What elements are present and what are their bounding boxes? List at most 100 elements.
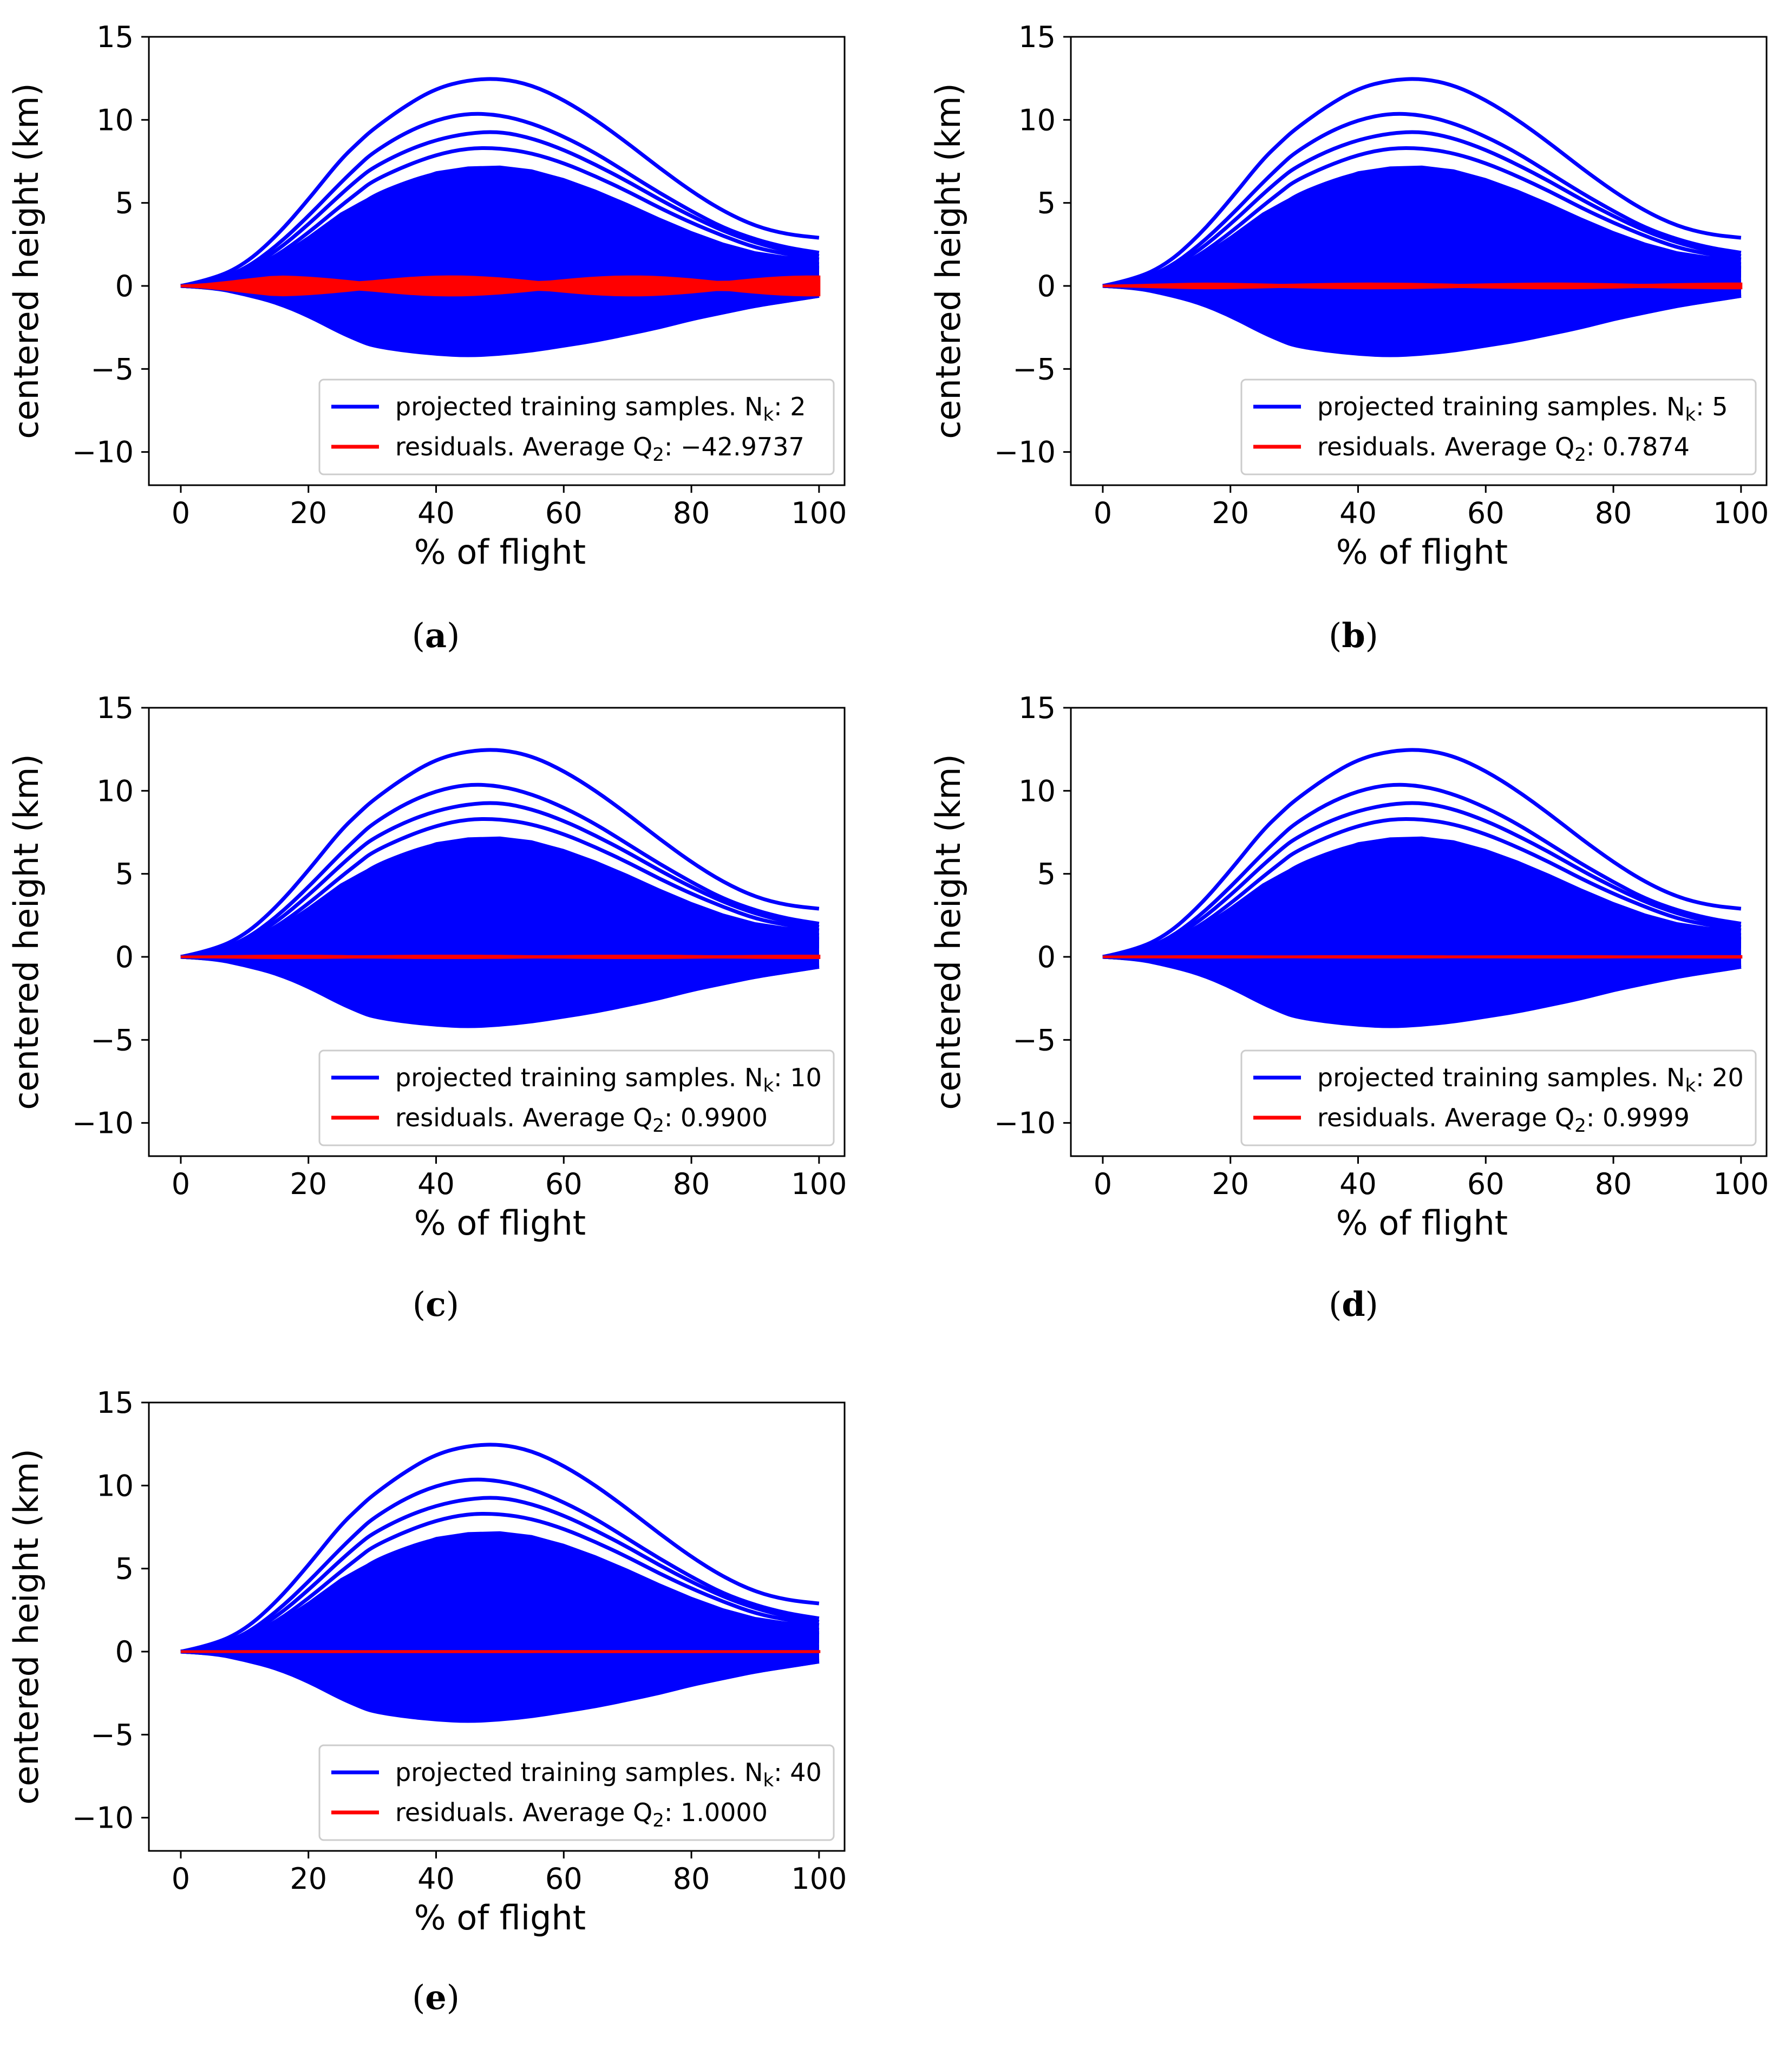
x-tick-label: 40 <box>417 1167 455 1201</box>
legend-label-samples: projected training samples. Nk: 20 <box>1317 1063 1744 1097</box>
sample-line <box>1102 179 1742 288</box>
y-tick-label: −5 <box>90 1023 134 1057</box>
sample-line <box>180 1496 820 1654</box>
sample-line <box>180 284 820 321</box>
legend-label-residuals: residuals. Average Q2: 1.0000 <box>395 1798 768 1831</box>
y-tick-label: 15 <box>1018 20 1056 54</box>
y-tick-label: 0 <box>1037 269 1056 303</box>
sample-line <box>180 112 820 288</box>
y-tick-label: 15 <box>96 691 134 725</box>
y-axis-label: centered height (km) <box>928 754 968 1110</box>
sample-line <box>1102 801 1742 959</box>
x-axis-label: % of flight <box>1336 1203 1508 1243</box>
y-tick-label: −10 <box>72 1106 134 1140</box>
x-tick-label: 80 <box>1595 496 1632 530</box>
y-tick-label: 5 <box>1037 857 1056 891</box>
sample-line <box>180 945 819 959</box>
y-tick-label: 15 <box>1018 691 1056 725</box>
sample-line <box>1102 945 1741 959</box>
x-tick-label: 60 <box>1467 496 1505 530</box>
y-tick-label: 10 <box>96 774 134 808</box>
sample-line <box>180 204 820 288</box>
plot-area <box>180 748 821 1028</box>
sample-line <box>180 167 820 288</box>
legend-label-residuals: residuals. Average Q2: 0.9999 <box>1317 1103 1690 1137</box>
axes-frame <box>148 1401 846 1852</box>
sample-line <box>1102 782 1742 959</box>
axes-frame <box>1070 707 1768 1157</box>
y-tick-label: 5 <box>1037 186 1056 220</box>
y-tick-label: 5 <box>115 857 134 891</box>
axes-frame <box>1070 36 1768 486</box>
panel-caption: (b) <box>1329 616 1378 655</box>
sample-line <box>1102 817 1742 959</box>
sample-line <box>180 284 820 338</box>
sample-line <box>180 247 820 288</box>
sample-line <box>1102 838 1742 959</box>
sample-line <box>180 1570 820 1654</box>
y-tick-label: −5 <box>1012 1023 1056 1057</box>
sample-line <box>180 284 820 353</box>
legend-label-samples: projected training samples. Nk: 5 <box>1317 392 1728 426</box>
sample-line <box>1102 284 1742 338</box>
sample-line <box>180 77 820 288</box>
y-tick-label: 0 <box>1037 940 1056 974</box>
y-tick-label: 0 <box>115 940 134 974</box>
x-tick-label: 0 <box>1094 1167 1112 1201</box>
x-tick-label: 20 <box>290 1167 327 1201</box>
legend-label-samples: projected training samples. Nk: 10 <box>395 1063 822 1097</box>
sample-line <box>180 748 820 959</box>
sample-line <box>180 179 820 288</box>
sample-line <box>1102 906 1742 959</box>
sample-line <box>1102 226 1742 288</box>
sample-line <box>180 1601 820 1654</box>
y-axis-label: centered height (km) <box>6 1449 46 1804</box>
x-tick-label: 80 <box>673 1167 710 1201</box>
y-tick-label: 5 <box>115 1552 134 1586</box>
y-tick-label: −10 <box>994 435 1056 469</box>
x-axis-label: % of flight <box>414 1898 586 1938</box>
sample-line <box>180 1477 820 1654</box>
plot-area <box>1102 77 1743 357</box>
y-tick-label: 15 <box>96 20 134 54</box>
x-tick-label: 80 <box>1595 1167 1632 1201</box>
legend-box <box>1240 1049 1757 1146</box>
legend-label-samples: projected training samples. Nk: 40 <box>395 1758 822 1791</box>
x-tick-label: 60 <box>545 496 583 530</box>
x-tick-label: 100 <box>791 1862 847 1896</box>
sample-line <box>180 1580 820 1654</box>
sample-line <box>1102 885 1742 959</box>
legend-label-residuals: residuals. Average Q2: 0.9900 <box>395 1103 768 1137</box>
axes-frame <box>148 36 846 486</box>
x-tick-label: 80 <box>673 1862 710 1896</box>
y-axis-label: centered height (km) <box>6 83 46 439</box>
sample-line <box>180 1592 820 1654</box>
x-tick-label: 80 <box>673 496 710 530</box>
sample-line <box>1102 850 1742 959</box>
x-axis-label: % of flight <box>414 1203 586 1243</box>
sample-line <box>180 955 819 976</box>
panel-b: 0 20 40 60 80 100 15 10 5 0 −5 −10 % of flight center… <box>928 20 1769 655</box>
legend-label-residuals: residuals. Average Q2: 0.7874 <box>1317 432 1690 466</box>
sample-line <box>180 1649 819 1671</box>
legend-label-residuals: residuals. Average Q2: −42.9737 <box>395 432 805 466</box>
y-tick-label: −5 <box>90 352 134 386</box>
y-axis-label: centered height (km) <box>928 83 968 439</box>
x-tick-label: 100 <box>791 496 847 530</box>
sample-line <box>1102 192 1742 288</box>
x-tick-label: 100 <box>1713 1167 1769 1201</box>
x-tick-label: 20 <box>1212 496 1249 530</box>
panel-a: 0 20 40 60 80 100 15 10 5 0 −5 −10 % of flight center… <box>6 20 847 655</box>
y-tick-label: 10 <box>96 103 134 137</box>
sample-line <box>180 1558 820 1654</box>
y-tick-label: −10 <box>994 1106 1056 1140</box>
panel-d: 0 20 40 60 80 100 15 10 5 0 −5 −10 % of flight center… <box>928 691 1769 1324</box>
sample-line <box>1102 167 1742 288</box>
sample-line <box>1102 931 1742 959</box>
residuals-band <box>1102 955 1743 959</box>
sample-line <box>180 801 820 959</box>
y-axis-label: centered height (km) <box>6 754 46 1110</box>
sample-line <box>180 1640 819 1654</box>
panel-caption: (e) <box>412 1978 460 2017</box>
x-tick-label: 60 <box>545 1862 583 1896</box>
